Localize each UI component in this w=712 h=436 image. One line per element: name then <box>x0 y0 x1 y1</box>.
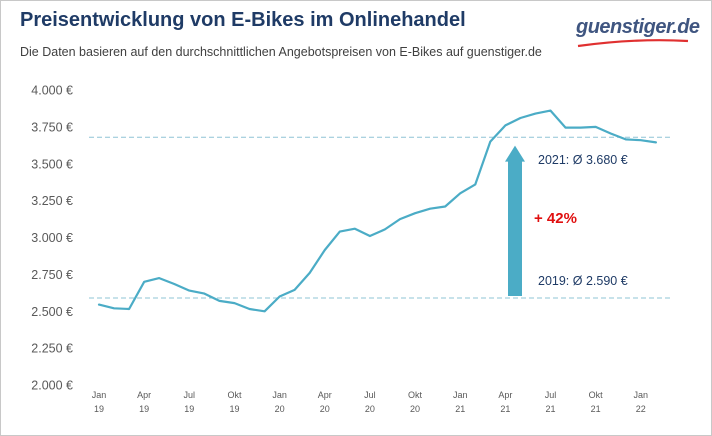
annotations: + 42% 2019: Ø 2.590 € 2021: Ø 3.680 € <box>505 145 628 296</box>
y-tick-label: 2.000 € <box>31 379 73 393</box>
data-point <box>624 138 627 141</box>
data-point <box>579 126 582 129</box>
page-subtitle: Die Daten basieren auf den durchschnittl… <box>20 45 542 59</box>
data-point <box>609 132 612 135</box>
x-tick-month: Okt <box>408 390 423 400</box>
data-point <box>369 235 371 237</box>
data-point <box>339 230 341 233</box>
y-tick-label: 2.750 € <box>31 268 73 282</box>
x-tick-month: Jul <box>184 390 196 400</box>
y-tick-label: 3.500 € <box>31 157 73 171</box>
x-tick-month: Apr <box>137 390 151 400</box>
data-point <box>474 183 477 186</box>
x-tick-year: 19 <box>94 404 104 414</box>
x-tick-year: 19 <box>139 404 149 414</box>
x-tick-month: Okt <box>227 390 242 400</box>
x-tick-month: Apr <box>498 390 512 400</box>
price-line <box>97 109 658 313</box>
average-label: 2019: Ø 2.590 € <box>538 274 628 288</box>
data-point <box>128 308 130 310</box>
data-point <box>414 212 416 214</box>
data-point <box>564 126 567 129</box>
data-point <box>293 289 296 291</box>
data-point <box>594 126 597 128</box>
data-point <box>173 283 176 285</box>
x-tick-year: 22 <box>636 404 646 414</box>
x-tick-year: 21 <box>455 404 465 414</box>
y-tick-label: 3.000 € <box>31 231 73 245</box>
data-point <box>489 140 492 143</box>
data-point <box>113 307 115 310</box>
data-point <box>655 141 657 144</box>
data-point <box>323 249 326 251</box>
x-tick-month: Jul <box>364 390 376 400</box>
y-tick-label: 2.250 € <box>31 342 73 356</box>
page-title: Preisentwicklung von E-Bikes im Onlineha… <box>20 9 466 31</box>
data-point <box>444 205 446 208</box>
x-tick-year: 21 <box>545 404 555 414</box>
data-point <box>203 292 206 295</box>
x-tick-month: Jan <box>92 390 107 400</box>
data-point <box>519 117 522 119</box>
x-tick-year: 21 <box>591 404 601 414</box>
data-point <box>504 124 507 127</box>
x-tick-year: 20 <box>410 404 420 414</box>
data-point <box>354 227 356 230</box>
x-tick-month: Jan <box>272 390 287 400</box>
data-point <box>429 207 431 210</box>
x-tick-year: 20 <box>275 404 285 414</box>
data-point <box>158 277 160 279</box>
data-point <box>143 280 145 283</box>
increase-arrow-icon <box>505 145 525 296</box>
data-point <box>248 308 251 310</box>
data-point <box>188 289 191 292</box>
data-point <box>549 109 552 112</box>
data-point <box>218 300 221 302</box>
data-point <box>534 112 537 115</box>
x-tick-month: Jul <box>545 390 557 400</box>
data-point <box>233 302 236 304</box>
x-tick-month: Jan <box>453 390 468 400</box>
x-tick-year: 19 <box>184 404 194 414</box>
logo-text: guenstiger.de <box>576 16 700 38</box>
y-axis: 2.000 € 2.250 € 2.500 € 2.750 € 3.000 € 3.250… <box>31 84 73 393</box>
data-point <box>278 295 281 298</box>
average-label: 2021: Ø 3.680 € <box>538 153 628 167</box>
data-point <box>399 218 401 220</box>
x-tick-month: Jan <box>634 390 649 400</box>
x-tick-year: 20 <box>320 404 330 414</box>
logo-swoosh-icon <box>577 39 689 48</box>
data-point <box>263 310 266 313</box>
data-point <box>98 303 100 306</box>
data-point <box>308 272 311 274</box>
reference-lines <box>89 136 670 299</box>
y-tick-label: 3.750 € <box>31 120 73 134</box>
x-tick-year: 20 <box>365 404 375 414</box>
x-tick-year: 19 <box>229 404 239 414</box>
series-price <box>97 109 658 313</box>
y-tick-label: 2.500 € <box>31 305 73 319</box>
x-tick-year: 21 <box>500 404 510 414</box>
y-tick-label: 4.000 € <box>31 84 73 98</box>
x-axis: Jan 19 Apr 19 Jul 19 Okt 19 Jan 20 Apr 20 Jul 20 Okt 20… <box>92 390 648 414</box>
y-tick-label: 3.250 € <box>31 194 73 208</box>
percent-change-label: + 42% <box>534 210 577 227</box>
data-point <box>459 192 462 195</box>
guenstiger-logo: guenstiger.de <box>576 12 700 48</box>
x-tick-month: Apr <box>318 390 332 400</box>
data-point <box>384 228 386 231</box>
x-tick-month: Okt <box>589 390 604 400</box>
data-point <box>640 139 642 141</box>
